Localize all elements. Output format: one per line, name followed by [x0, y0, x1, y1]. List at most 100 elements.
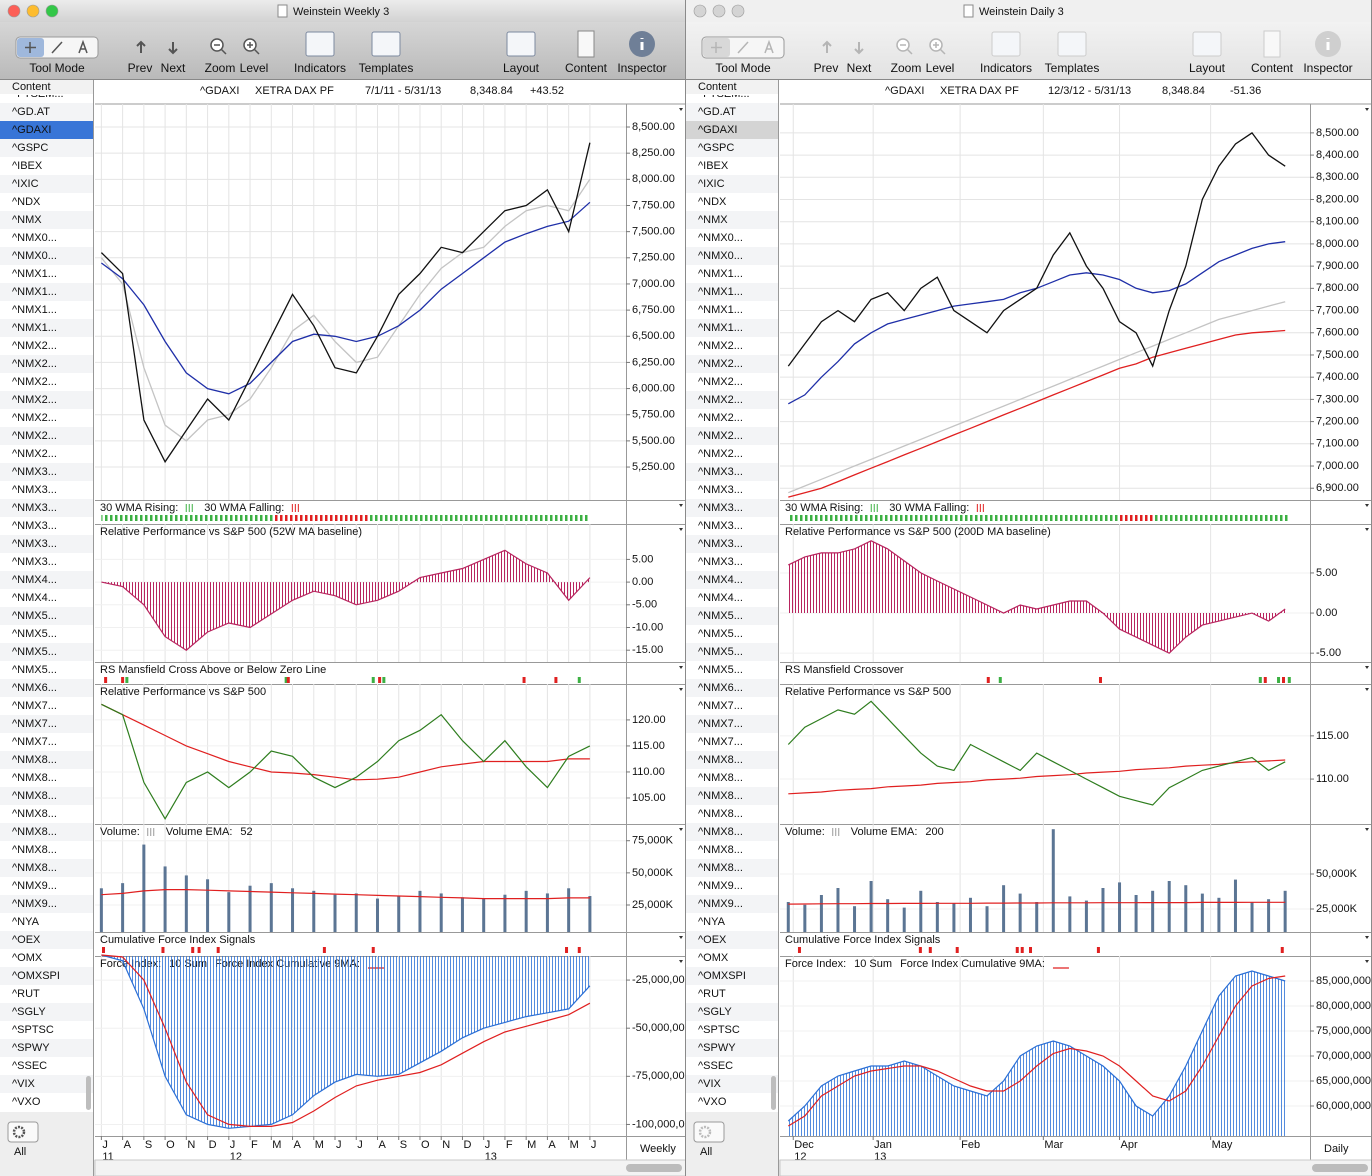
symbol-label[interactable]: ^NMX9...: [698, 898, 743, 910]
symbol-row[interactable]: [0, 913, 93, 931]
symbol-row[interactable]: [0, 355, 93, 373]
symbol-row[interactable]: [0, 301, 93, 319]
symbol-label[interactable]: ^NMX3...: [698, 556, 743, 568]
symbol-row[interactable]: [0, 85, 93, 103]
symbol-label[interactable]: ^NMX8...: [12, 790, 57, 802]
symbol-row[interactable]: [686, 553, 778, 571]
symbol-label[interactable]: ^NMX9...: [12, 898, 57, 910]
symbol-row[interactable]: [686, 139, 778, 157]
symbol-label[interactable]: ^SPWY: [12, 1042, 50, 1054]
panel-menu[interactable]: [679, 828, 683, 831]
symbol-row[interactable]: [686, 643, 778, 661]
symbol-row[interactable]: [0, 1021, 93, 1039]
panel-menu[interactable]: [679, 666, 683, 669]
symbol-row[interactable]: [0, 823, 93, 841]
symbol-row[interactable]: [686, 823, 778, 841]
symbol-row[interactable]: [0, 679, 93, 697]
layout-icon[interactable]: [1192, 31, 1222, 57]
symbol-label[interactable]: ^NMX8...: [698, 790, 743, 802]
symbol-label[interactable]: ^NMX3...: [698, 466, 743, 478]
symbol-label[interactable]: ^NMX2...: [698, 394, 743, 406]
window-button[interactable]: [693, 4, 707, 18]
symbol-label[interactable]: ^NMX1...: [12, 304, 57, 316]
symbol-row[interactable]: [686, 445, 778, 463]
symbol-label[interactable]: ^NDX: [698, 196, 727, 208]
symbol-row[interactable]: [686, 211, 778, 229]
symbol-label[interactable]: ^NMX8...: [698, 826, 743, 838]
symbol-row[interactable]: [686, 679, 778, 697]
symbol-label[interactable]: ^NMX3...: [12, 538, 57, 550]
symbol-label[interactable]: ^SGLY: [12, 1006, 46, 1018]
symbol-label[interactable]: ^SGLY: [698, 1006, 732, 1018]
symbol-label[interactable]: ^IBEX: [698, 160, 729, 172]
symbol-label[interactable]: ^NMX2...: [698, 358, 743, 370]
symbol-row[interactable]: [686, 265, 778, 283]
symbol-row[interactable]: [0, 715, 93, 733]
symbol-row[interactable]: [686, 733, 778, 751]
symbol-row[interactable]: [0, 409, 93, 427]
symbol-label[interactable]: ^NMX3...: [12, 484, 57, 496]
symbol-row[interactable]: [0, 733, 93, 751]
symbol-label[interactable]: ^NMX2...: [12, 358, 57, 370]
symbol-label[interactable]: ^NMX3...: [12, 502, 57, 514]
content-icon[interactable]: [577, 30, 595, 58]
symbol-row[interactable]: [686, 697, 778, 715]
symbol-label[interactable]: ^OMXSPI: [698, 970, 746, 982]
symbol-row[interactable]: [0, 841, 93, 859]
symbol-row[interactable]: [0, 445, 93, 463]
symbol-row[interactable]: [686, 877, 778, 895]
symbol-label[interactable]: ^NMX8...: [12, 808, 57, 820]
symbol-row[interactable]: [686, 1093, 778, 1111]
symbol-label[interactable]: ^IXIC: [12, 178, 39, 190]
symbol-label[interactable]: ^VIX: [698, 1078, 722, 1090]
symbol-row[interactable]: [686, 859, 778, 877]
symbol-label[interactable]: ^NMX6...: [698, 682, 743, 694]
symbol-label[interactable]: ^NMX8...: [12, 826, 57, 838]
symbol-label[interactable]: ^NMX3...: [698, 538, 743, 550]
symbol-label[interactable]: ^NMX3...: [698, 484, 743, 496]
symbol-label[interactable]: ^NMX7...: [698, 700, 743, 712]
symbol-row[interactable]: [686, 355, 778, 373]
symbol-row[interactable]: [686, 409, 778, 427]
symbol-row[interactable]: [686, 427, 778, 445]
symbol-label[interactable]: ^NMX5...: [698, 628, 743, 640]
symbol-label[interactable]: ^NDX: [12, 196, 41, 208]
symbol-label[interactable]: ^NMX8...: [12, 862, 57, 874]
symbol-row[interactable]: [686, 571, 778, 589]
symbol-row[interactable]: [686, 607, 778, 625]
symbol-row[interactable]: [0, 661, 93, 679]
symbol-row[interactable]: [0, 499, 93, 517]
symbol-row[interactable]: [686, 229, 778, 247]
symbol-label[interactable]: ^SSEC: [698, 1060, 733, 1072]
symbol-row[interactable]: [686, 931, 778, 949]
scrollbar-knob[interactable]: [1312, 1164, 1368, 1172]
window-button[interactable]: [712, 4, 726, 18]
symbol-row[interactable]: [0, 751, 93, 769]
symbol-row[interactable]: [686, 967, 778, 985]
prev-icon[interactable]: [136, 40, 146, 53]
symbol-label[interactable]: ^GDAXI: [12, 124, 51, 136]
panel-menu[interactable]: [679, 936, 683, 939]
symbol-label[interactable]: ^OMXSPI: [12, 970, 60, 982]
sidebar-footer-label[interactable]: All: [14, 1146, 26, 1158]
symbol-row[interactable]: [686, 715, 778, 733]
symbol-row[interactable]: [0, 391, 93, 409]
symbol-row[interactable]: [0, 1003, 93, 1021]
symbol-label[interactable]: ^NMX7...: [698, 718, 743, 730]
symbol-label[interactable]: ^NMX5...: [698, 664, 743, 676]
symbol-label[interactable]: ^GDAXI: [698, 124, 737, 136]
symbol-label[interactable]: ^NMX9...: [698, 880, 743, 892]
symbol-row[interactable]: [686, 913, 778, 931]
symbol-label[interactable]: ^NMX5...: [12, 610, 57, 622]
symbol-row[interactable]: [686, 1057, 778, 1075]
symbol-row[interactable]: [0, 967, 93, 985]
symbol-row[interactable]: [0, 589, 93, 607]
symbol-row[interactable]: [686, 193, 778, 211]
symbol-row[interactable]: [0, 121, 93, 139]
symbol-label[interactable]: ^NMX1...: [698, 268, 743, 280]
symbol-row[interactable]: [0, 625, 93, 643]
symbol-label[interactable]: ^VIX: [12, 1078, 36, 1090]
symbol-label[interactable]: ^NMX2...: [12, 340, 57, 352]
symbol-row[interactable]: [686, 85, 778, 103]
symbol-row[interactable]: [0, 877, 93, 895]
